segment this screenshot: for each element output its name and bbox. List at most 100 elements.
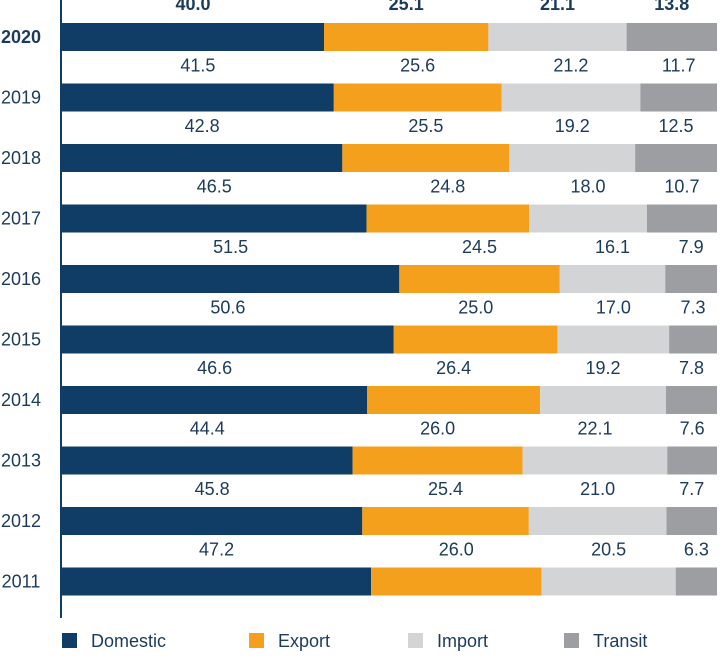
bar-import-2019 xyxy=(501,83,641,112)
bar-export-2017 xyxy=(366,204,530,233)
value-label-export-2016: 24.5 xyxy=(462,237,497,257)
bar-domestic-2015 xyxy=(62,325,394,354)
legend-swatch-export xyxy=(249,633,264,648)
value-label-transit-2014: 7.8 xyxy=(679,358,704,378)
bar-export-2019 xyxy=(333,83,502,112)
value-label-domestic-2020: 40.0 xyxy=(175,0,210,14)
y-tick-label-2011: 2011 xyxy=(2,572,41,592)
bar-transit-2015 xyxy=(669,325,717,354)
legend-swatch-transit xyxy=(564,633,579,648)
value-label-export-2019: 25.6 xyxy=(400,56,435,76)
bar-transit-2014 xyxy=(665,386,717,414)
value-label-transit-2016: 7.9 xyxy=(679,237,704,257)
value-label-domestic-2018: 42.8 xyxy=(185,116,220,136)
bar-transit-2019 xyxy=(640,83,717,112)
legend-swatch-import xyxy=(408,633,423,648)
bar-import-2012 xyxy=(528,507,667,535)
value-label-transit-2015: 7.3 xyxy=(681,298,706,318)
bar-export-2012 xyxy=(362,507,529,535)
bar-domestic-2014 xyxy=(62,386,368,414)
bar-import-2017 xyxy=(529,204,647,233)
value-label-import-2015: 17.0 xyxy=(596,298,631,318)
value-label-transit-2019: 11.7 xyxy=(662,56,696,76)
value-label-export-2014: 26.4 xyxy=(436,358,471,378)
bar-transit-2018 xyxy=(635,144,717,172)
bar-domestic-2019 xyxy=(62,83,334,112)
value-label-domestic-2014: 46.6 xyxy=(197,358,232,378)
value-label-import-2019: 21.2 xyxy=(553,56,588,76)
bar-domestic-2016 xyxy=(62,265,400,293)
y-tick-label-2013: 2013 xyxy=(1,451,41,471)
bar-domestic-2017 xyxy=(62,204,367,233)
bar-transit-2016 xyxy=(665,265,717,293)
bar-transit-2012 xyxy=(666,507,717,535)
y-tick-label-2016: 2016 xyxy=(1,269,41,289)
bar-domestic-2013 xyxy=(62,446,353,475)
value-label-import-2017: 18.0 xyxy=(570,177,605,197)
bar-import-2013 xyxy=(522,446,668,475)
value-label-import-2013: 22.1 xyxy=(577,419,612,439)
bar-import-2018 xyxy=(509,144,636,172)
bar-domestic-2018 xyxy=(62,144,343,172)
value-label-export-2011: 26.0 xyxy=(439,540,474,560)
y-tick-label-2019: 2019 xyxy=(1,88,41,108)
bar-export-2014 xyxy=(367,386,541,414)
value-label-export-2020: 25.1 xyxy=(389,0,424,14)
legend: Domestic Export Import Transit xyxy=(62,631,647,651)
value-label-import-2011: 20.5 xyxy=(591,540,626,560)
bar-import-2014 xyxy=(540,386,666,414)
bar-export-2018 xyxy=(342,144,510,172)
bar-transit-2011 xyxy=(675,567,717,596)
y-tick-label-2017: 2017 xyxy=(1,209,41,229)
value-label-domestic-2017: 46.5 xyxy=(197,177,232,197)
value-label-transit-2012: 7.7 xyxy=(679,479,704,499)
bar-transit-2013 xyxy=(667,446,717,475)
value-label-import-2012: 21.0 xyxy=(580,479,615,499)
legend-label-domestic: Domestic xyxy=(91,631,166,651)
legend-label-transit: Transit xyxy=(593,631,647,651)
y-tick-label-2012: 2012 xyxy=(1,511,41,531)
bar-domestic-2012 xyxy=(62,507,363,535)
bar-import-2015 xyxy=(557,325,670,354)
value-label-export-2013: 26.0 xyxy=(420,419,455,439)
bar-domestic-2020 xyxy=(62,23,324,51)
value-label-domestic-2011: 47.2 xyxy=(199,540,234,560)
bar-export-2015 xyxy=(393,325,558,354)
value-label-import-2020: 21.1 xyxy=(540,0,575,14)
legend-swatch-domestic xyxy=(62,633,77,648)
value-label-export-2015: 25.0 xyxy=(458,298,493,318)
bar-domestic-2011 xyxy=(62,567,372,596)
y-tick-labels-group: 2020 2019 2018 2017 2016 2015 2014 2013 2012 2011 xyxy=(1,27,41,592)
value-label-transit-2011: 6.3 xyxy=(684,540,709,560)
y-tick-label-2015: 2015 xyxy=(1,330,41,350)
value-label-export-2012: 25.4 xyxy=(428,479,463,499)
bar-import-2020 xyxy=(488,23,627,51)
value-label-export-2017: 24.8 xyxy=(430,177,465,197)
bar-import-2016 xyxy=(559,265,666,293)
bar-export-2013 xyxy=(352,446,523,475)
legend-label-import: Import xyxy=(437,631,488,651)
value-label-domestic-2016: 51.5 xyxy=(213,237,248,257)
bar-export-2020 xyxy=(324,23,489,51)
value-label-domestic-2012: 45.8 xyxy=(195,479,230,499)
value-label-domestic-2013: 44.4 xyxy=(190,419,225,439)
value-label-import-2018: 19.2 xyxy=(555,116,590,136)
bar-import-2011 xyxy=(541,567,676,596)
value-label-domestic-2015: 50.6 xyxy=(210,298,245,318)
bar-export-2011 xyxy=(371,567,542,596)
value-label-import-2016: 16.1 xyxy=(595,237,630,257)
y-tick-label-2018: 2018 xyxy=(1,148,41,168)
bars-group xyxy=(62,23,717,596)
value-label-transit-2020: 13.8 xyxy=(654,0,689,14)
bar-export-2016 xyxy=(399,265,560,293)
y-tick-label-2020: 2020 xyxy=(1,27,41,47)
value-label-domestic-2019: 41.5 xyxy=(180,56,215,76)
value-label-export-2018: 25.5 xyxy=(408,116,443,136)
value-label-transit-2013: 7.6 xyxy=(680,419,705,439)
value-labels-group: 40.0 25.1 21.1 13.8 41.5 25.6 21.2 11.7 42.8 25.5… xyxy=(175,0,708,560)
bar-transit-2020 xyxy=(626,23,717,51)
bar-transit-2017 xyxy=(646,204,717,233)
y-tick-label-2014: 2014 xyxy=(1,390,41,410)
legend-label-export: Export xyxy=(278,631,330,651)
